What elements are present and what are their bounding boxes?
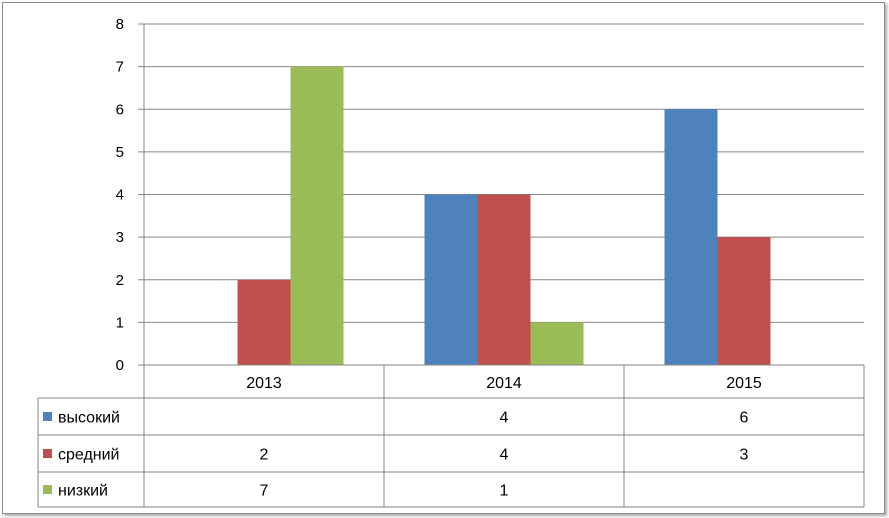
data-table: 2013 2014 2015 высокий 4 6 средний 2 4 3 низкий 7 1 (37, 364, 865, 508)
y-tick-label: 1 (116, 314, 124, 331)
legend-key (43, 485, 52, 494)
data-table-cell: 2 (260, 447, 269, 464)
bars-group (237, 66, 771, 365)
y-tick-label: 3 (116, 229, 124, 246)
bar-высокий-2014 (424, 194, 478, 365)
y-tick-label: 2 (116, 272, 124, 289)
bar-высокий-2015 (664, 109, 718, 365)
bar-средний-2015 (717, 237, 771, 365)
y-tick-label: 4 (116, 187, 124, 204)
y-axis-ticks: 0 1 2 3 4 5 6 7 8 (116, 16, 124, 374)
y-tick-label: 8 (116, 16, 124, 33)
bar-средний-2014 (477, 194, 531, 365)
category-label: 2014 (486, 375, 522, 392)
y-tick-label: 0 (116, 357, 124, 374)
category-label: 2013 (246, 375, 282, 392)
data-table-cell: 4 (500, 447, 509, 464)
bar-низкий-2014 (530, 322, 584, 365)
category-label: 2015 (726, 375, 762, 392)
bar-средний-2013 (237, 279, 291, 365)
data-table-cell: 1 (500, 483, 509, 500)
data-table-cell: 3 (740, 447, 749, 464)
legend-label: низкий (58, 483, 108, 500)
data-table-cell: 4 (500, 410, 509, 427)
legend-key (43, 412, 52, 421)
y-tick-label: 5 (116, 144, 124, 161)
y-tick-label: 7 (116, 59, 124, 76)
legend-label: средний (58, 447, 120, 464)
data-table-cell: 6 (740, 410, 749, 427)
bar-низкий-2013 (290, 66, 344, 365)
legend-key (43, 449, 52, 458)
data-table-cell: 7 (260, 483, 269, 500)
legend-label: высокий (58, 410, 120, 427)
y-tick-label: 6 (116, 101, 124, 118)
